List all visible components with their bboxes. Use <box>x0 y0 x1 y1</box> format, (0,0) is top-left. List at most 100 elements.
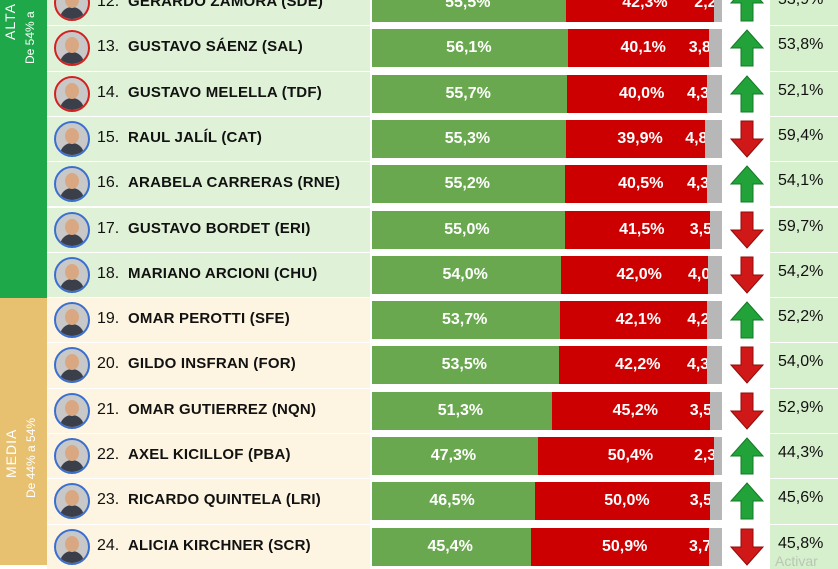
nr-value: 4,2 <box>687 311 710 329</box>
nr-bar <box>708 29 722 68</box>
trend-cell <box>722 479 770 524</box>
nr-bar <box>709 482 722 521</box>
disapprove-bar: 45,2% 3,5 <box>551 391 712 430</box>
approve-bar: 53,5% <box>372 346 560 385</box>
stacked-bar: 56,1% 40,1% 3,8 <box>372 29 722 68</box>
approve-value: 55,3% <box>444 129 491 147</box>
avatar <box>54 256 90 293</box>
nr-value: 3,8 <box>688 39 711 57</box>
disapprove-bar: 50,0% 3,5 <box>534 482 712 521</box>
nr-value: 4,8 <box>685 129 708 147</box>
nr-bar <box>706 74 722 113</box>
row-background <box>47 162 370 207</box>
rank-label: 19. <box>97 310 120 328</box>
avatar <box>54 528 90 565</box>
approve-value: 46,5% <box>429 492 475 510</box>
arrow-up-icon <box>730 0 764 22</box>
avatar-body <box>60 278 84 291</box>
approve-bar: 46,5% <box>372 482 535 521</box>
disapprove-bar: 42,3% 2,2 <box>566 0 717 22</box>
disapprove-value: 42,1% <box>615 311 661 329</box>
previous-value: 59,7% <box>778 217 824 235</box>
avatar-face <box>65 445 79 461</box>
stacked-bar: 55,0% 41,5% 3,5 <box>372 210 722 249</box>
stacked-bar: 55,5% 42,3% 2,2 <box>372 0 722 22</box>
stacked-bar: 55,7% 40,0% 4,3 <box>372 74 722 113</box>
disapprove-bar: 39,9% 4,8 <box>565 119 708 158</box>
approve-bar: 54,0% <box>372 255 561 294</box>
disapprove-bar: 40,0% 4,3 <box>566 74 709 113</box>
stacked-bar: 55,2% 40,5% 4,3 <box>372 165 722 204</box>
row-background <box>47 434 370 479</box>
row-background <box>47 298 370 343</box>
row-background <box>47 479 370 524</box>
disapprove-value: 40,0% <box>618 84 665 102</box>
trend-cell <box>722 434 770 479</box>
governor-name: GERARDO ZAMORA (SDE) <box>128 0 324 10</box>
trend-cell <box>722 524 770 569</box>
avatar <box>54 120 90 157</box>
disapprove-value: 50,9% <box>601 537 648 555</box>
rank-label: 15. <box>97 128 120 146</box>
avatar-face <box>65 399 79 416</box>
avatar-face <box>65 490 79 507</box>
previous-value: 53,9% <box>778 0 823 9</box>
previous-cell <box>770 26 838 71</box>
avatar <box>54 347 90 384</box>
disapprove-bar: 42,1% 4,2 <box>559 301 710 340</box>
nr-value: 3,5 <box>689 220 712 238</box>
row-background <box>47 26 370 71</box>
governor-name: GUSTAVO MELELLA (TDF) <box>128 83 322 101</box>
trend-cell <box>722 298 770 343</box>
nr-value: 2,2 <box>694 0 717 11</box>
row-background <box>47 343 370 388</box>
rank-label: 16. <box>97 174 120 192</box>
disapprove-value: 42,2% <box>615 356 661 374</box>
avatar-face <box>65 263 79 280</box>
nr-bar <box>706 165 722 204</box>
rank-label: 24. <box>97 536 120 554</box>
approve-value: 47,3% <box>430 447 477 464</box>
disapprove-value: 40,5% <box>618 175 664 193</box>
previous-cell <box>770 71 838 116</box>
governor-name: RAUL JALÍL (CAT) <box>128 128 263 146</box>
disapprove-bar: 41,5% 3,5 <box>564 210 712 249</box>
previous-value: 54,1% <box>778 172 824 190</box>
band-alta-title: ALTA <box>2 3 18 40</box>
disapprove-bar: 40,5% 4,3 <box>565 165 710 204</box>
nr-bar <box>709 391 722 430</box>
stacked-bar: 47,3% 50,4% 2,3 <box>372 437 722 475</box>
nr-bar <box>709 527 722 566</box>
governor-name: OMAR PEROTTI (SFE) <box>128 310 290 328</box>
nr-value: 2,3 <box>693 447 717 464</box>
avatar-body <box>60 233 84 246</box>
rank-label: 23. <box>97 491 120 509</box>
approve-bar: 55,0% <box>372 210 565 249</box>
governor-name: GILDO INSFRAN (FOR) <box>128 355 296 373</box>
governor-name: ALICIA KIRCHNER (SCR) <box>128 536 311 554</box>
approve-bar: 55,5% <box>372 0 567 22</box>
disapprove-value: 42,3% <box>622 0 668 11</box>
previous-cell <box>770 116 838 162</box>
governor-name: MARIANO ARCIONI (CHU) <box>128 264 318 282</box>
watermark-text: Activar <box>775 553 818 569</box>
avatar-body <box>60 414 84 427</box>
avatar-body <box>60 324 84 337</box>
stacked-bar: 55,3% 39,9% 4,8 <box>372 119 722 158</box>
avatar-face <box>65 354 79 371</box>
avatar-body <box>60 369 84 382</box>
avatar-face <box>65 127 79 144</box>
avatar-body <box>60 505 84 518</box>
row-background <box>47 71 370 116</box>
avatar-body <box>60 460 84 472</box>
approve-value: 54,0% <box>442 265 488 283</box>
band-alta <box>0 0 47 298</box>
arrow-up-icon <box>730 301 764 339</box>
disapprove-bar: 42,0% 4,0 <box>561 255 711 294</box>
rank-label: 14. <box>97 83 120 101</box>
nr-value: 4,0 <box>688 265 711 283</box>
stacked-bar: 45,4% 50,9% 3,7 <box>372 527 722 566</box>
nr-bar <box>707 301 722 340</box>
avatar-body <box>60 97 84 110</box>
nr-value: 4,3 <box>686 175 710 193</box>
